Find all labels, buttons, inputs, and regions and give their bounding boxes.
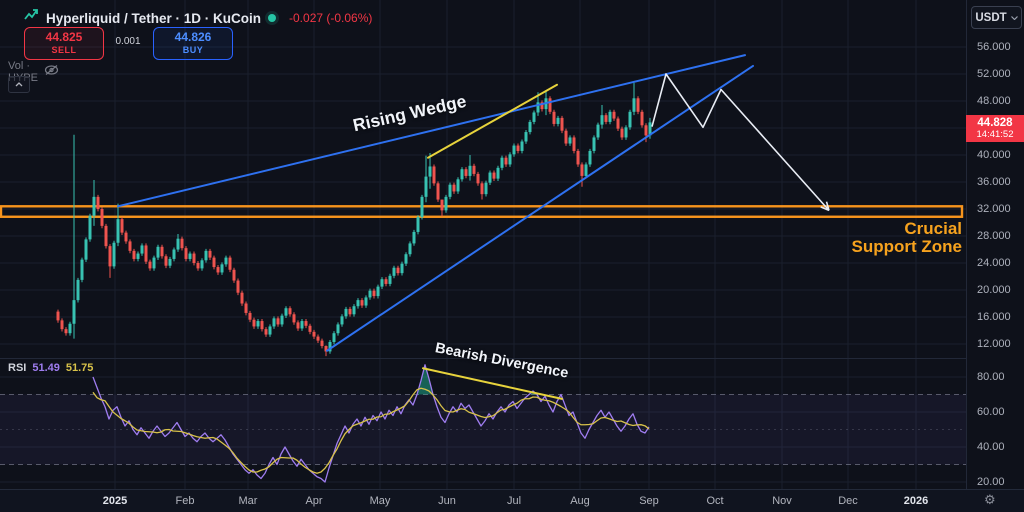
buy-price: 44.826 xyxy=(174,30,212,45)
price-tick-label: 28.000 xyxy=(977,230,1011,242)
axis-border xyxy=(966,0,967,512)
time-axis[interactable]: ⚙ 2025 Feb Mar Apr May Jun Jul Aug Sep Oct Nov Dec 2… xyxy=(0,489,1024,512)
time-axis-label: Aug xyxy=(570,495,590,507)
price-tick-label: 16.000 xyxy=(977,311,1011,323)
rsi-tick-label: 60.00 xyxy=(977,406,1005,418)
price-tick-label: 52.000 xyxy=(977,68,1011,80)
bar-countdown: 14:41:52 xyxy=(976,129,1014,141)
buy-button[interactable]: 44.826 BUY xyxy=(153,27,233,60)
collapse-pane-button[interactable] xyxy=(8,76,30,93)
price-tick-label: 24.000 xyxy=(977,257,1011,269)
price-tick-label: 56.000 xyxy=(977,41,1011,53)
time-axis-label: Dec xyxy=(838,495,858,507)
symbol-title[interactable]: Hyperliquid / Tether · 1D · KuCoin xyxy=(46,10,262,26)
rsi-legend: RSI 51.49 51.75 xyxy=(8,362,93,374)
price-tick-label: 36.000 xyxy=(977,176,1011,188)
rsi-title[interactable]: RSI xyxy=(8,362,27,374)
buy-label: BUY xyxy=(182,45,204,56)
sell-price: 44.825 xyxy=(45,30,83,45)
sell-label: SELL xyxy=(51,45,77,56)
time-axis-label: Jul xyxy=(506,495,522,507)
visibility-toggle-icon[interactable] xyxy=(44,63,59,81)
price-axis[interactable]: USDT 44.828 14:41:52 56.000 52.000 48.000 4… xyxy=(966,0,1024,489)
price-tick-label: 40.000 xyxy=(977,149,1011,161)
rsi-tick-label: 80.00 xyxy=(977,371,1005,383)
chevron-down-icon xyxy=(1010,15,1018,20)
rsi-value: 51.49 xyxy=(32,362,60,374)
rsi-ma-value: 51.75 xyxy=(65,362,94,374)
price-tick-label: 12.000 xyxy=(977,338,1011,350)
price-change: -0.027 (-0.06%) xyxy=(289,11,373,25)
time-axis-label: Apr xyxy=(305,495,323,507)
pane-separator[interactable] xyxy=(0,358,966,360)
price-tick-label: 32.000 xyxy=(977,203,1011,215)
time-axis-label: Jun xyxy=(438,495,456,507)
time-axis-label: Nov xyxy=(772,495,792,507)
time-axis-label: Feb xyxy=(175,495,195,507)
time-axis-label: Oct xyxy=(706,495,724,507)
current-price: 44.828 xyxy=(977,116,1013,129)
current-price-badge: 44.828 14:41:52 xyxy=(966,115,1024,143)
spread-value: 0.001 xyxy=(115,36,141,47)
time-axis-label: 2026 xyxy=(903,495,929,507)
sell-button[interactable]: 44.825 SELL xyxy=(24,27,104,60)
time-axis-label: Sep xyxy=(639,495,659,507)
settings-gear-icon[interactable]: ⚙ xyxy=(984,493,996,508)
currency-label: USDT xyxy=(975,11,1007,24)
time-axis-label: Mar xyxy=(238,495,258,507)
currency-toggle-button[interactable]: USDT xyxy=(971,6,1022,29)
chart-svg xyxy=(0,0,966,489)
support-zone-label: Crucial Support Zone xyxy=(851,219,962,257)
time-axis-label: 2025 xyxy=(102,495,128,507)
market-status-dot-icon xyxy=(268,14,277,22)
rsi-tick-label: 20.00 xyxy=(977,476,1005,488)
time-axis-label: May xyxy=(369,495,391,507)
symbol-logo-icon xyxy=(24,8,39,28)
chart-canvas[interactable] xyxy=(0,0,966,489)
price-tick-label: 48.000 xyxy=(977,95,1011,107)
price-tick-label: 20.000 xyxy=(977,284,1011,296)
rsi-tick-label: 40.00 xyxy=(977,441,1005,453)
